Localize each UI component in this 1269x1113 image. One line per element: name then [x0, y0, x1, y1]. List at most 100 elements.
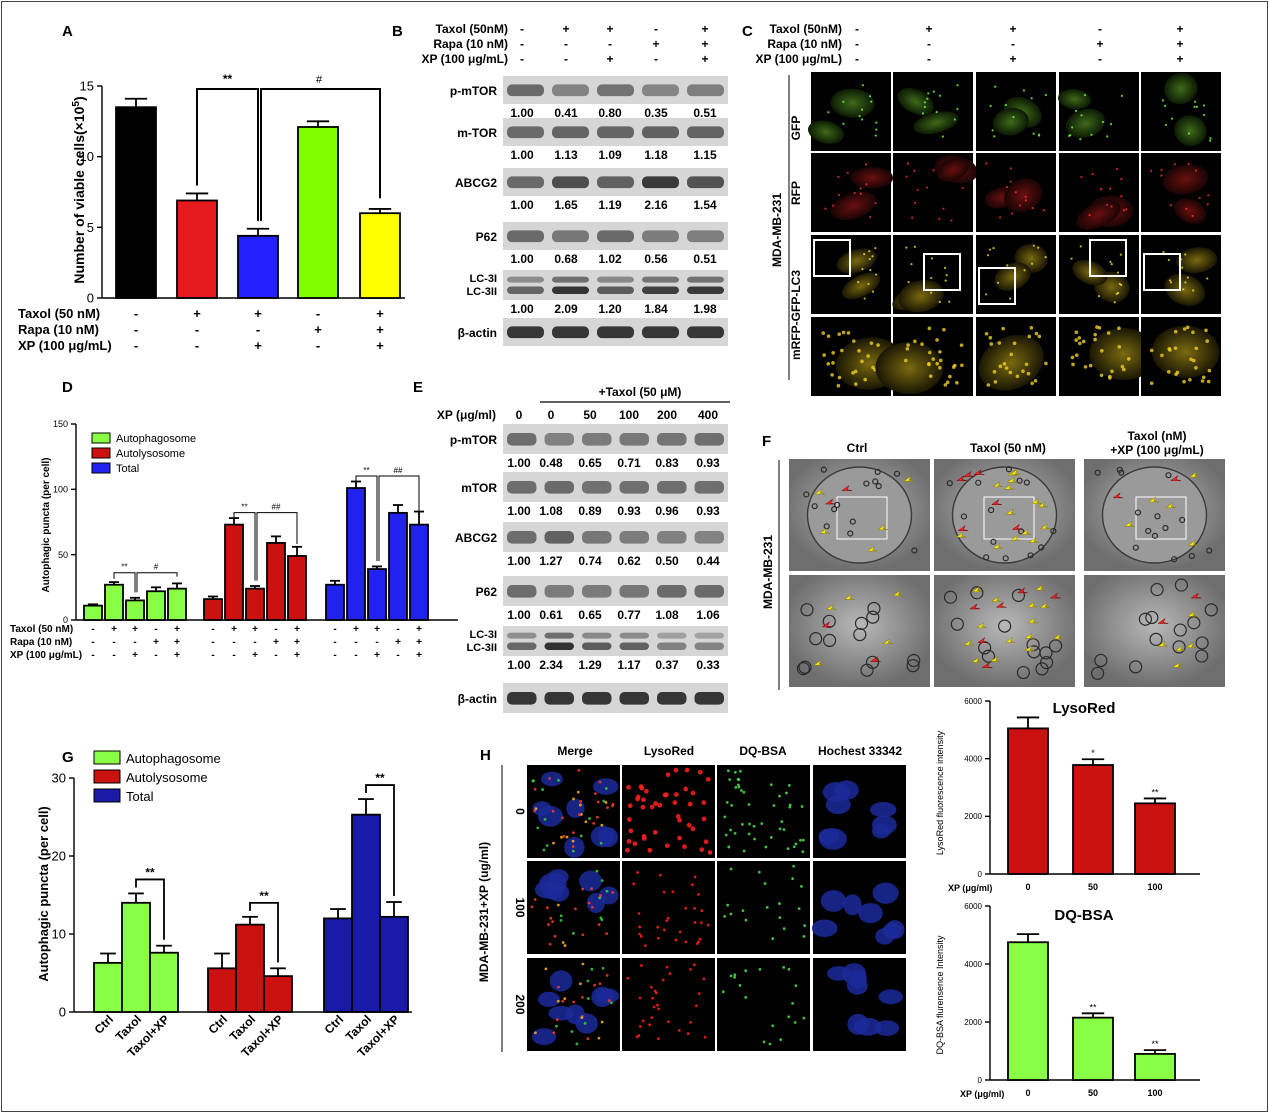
- panel-c-puncta: [1026, 371, 1031, 376]
- panel-g-sig-bracket: [135, 878, 165, 940]
- panel-h-puncta: [799, 838, 802, 842]
- panel-f-vesicle: [981, 649, 996, 663]
- panel-c-puncta: [921, 112, 925, 115]
- panel-f-arrow-red: [981, 662, 993, 668]
- panel-h-nucleus: [872, 815, 897, 835]
- panel-b-quant: 1.00: [510, 148, 534, 162]
- panel-h-puncta: [627, 803, 633, 809]
- panel-h-puncta: [779, 1038, 783, 1042]
- panel-h-puncta: [611, 890, 615, 894]
- panel-c-puncta: [1203, 113, 1206, 117]
- panel-h-puncta: [649, 985, 653, 989]
- panel-h-lysored-y-tick-label: 2000: [964, 812, 982, 821]
- panel-d-sign: +: [353, 624, 359, 635]
- panel-c-cell: [1057, 89, 1092, 110]
- panel-e-row-label: ABCG2: [455, 531, 497, 545]
- panel-c-puncta: [1070, 355, 1075, 360]
- panel-e-blot-1-band: [507, 481, 537, 494]
- panel-h-puncta: [778, 916, 782, 920]
- panel-f-col-xp: +XP (100 μg/mL): [1110, 443, 1204, 457]
- panel-c-puncta: [864, 163, 868, 166]
- panel-b-quant: 0.56: [644, 252, 668, 266]
- panel-f-arrow-yellow: [1039, 602, 1051, 609]
- panel-f-arrow-yellow: [1028, 537, 1039, 543]
- panel-e-blot-4-band: [507, 632, 537, 639]
- panel-g-sig-bracket: [249, 901, 279, 963]
- panel-d-legend-swatch: [91, 432, 111, 444]
- panel-b-sign: -: [608, 37, 612, 51]
- panel-a-sig-label: **: [223, 72, 233, 86]
- panel-h-puncta: [674, 938, 678, 942]
- panel-c-sign: -: [855, 22, 859, 36]
- panel-e-blot-4-band: [657, 632, 687, 639]
- panel-f-arrow-yellow: [1005, 509, 1017, 515]
- panel-e-quant: 0.33: [696, 658, 720, 672]
- panel-h-puncta: [742, 790, 746, 794]
- panel-b-blot-1-band: [507, 126, 544, 139]
- panel-d-sign: +: [252, 650, 258, 661]
- panel-h-puncta: [628, 828, 634, 834]
- panel-f-vesicle: [847, 530, 854, 537]
- panel-c-cell: [898, 279, 944, 313]
- panel-g-bar: [323, 917, 353, 1013]
- panel-h-puncta: [671, 890, 675, 894]
- panel-h-row-label: 200: [513, 994, 527, 1014]
- panel-g-sig-bracket: [365, 784, 395, 897]
- panel-c-puncta: [1078, 341, 1082, 346]
- panel-f-vesicle: [853, 627, 867, 642]
- panel-h-puncta: [638, 996, 642, 1000]
- panel-e-quant: 2.34: [539, 658, 563, 672]
- panel-c-puncta: [926, 97, 929, 100]
- panel-c-puncta: [950, 219, 953, 222]
- panel-b-quant: 0.51: [693, 252, 717, 266]
- panel-f-vesicle: [975, 479, 982, 486]
- panel-c-puncta: [1126, 357, 1131, 361]
- panel-h-lysored-ylabel: LysoRed fluorescence intensity: [935, 730, 945, 855]
- panel-c-puncta: [1023, 269, 1026, 272]
- panel-f-vesicle: [1091, 666, 1105, 680]
- panel-h-puncta: [572, 797, 575, 801]
- panel-c-cell: [1164, 72, 1198, 105]
- panel-b-sign: -: [520, 22, 524, 36]
- panel-c-puncta: [961, 186, 964, 190]
- panel-h-puncta: [729, 828, 732, 832]
- panel-h-puncta: [600, 823, 604, 827]
- panel-d-sign: -: [112, 637, 115, 648]
- panel-d-sig-label: **: [121, 563, 127, 572]
- panel-c-zoom-box: [813, 239, 851, 277]
- panel-c-puncta: [1182, 327, 1187, 331]
- panel-h-puncta: [571, 931, 575, 935]
- panel-h-puncta: [605, 889, 609, 893]
- panel-h-puncta: [632, 841, 638, 847]
- panel-f-vesicle: [1145, 527, 1152, 535]
- panel-h-puncta: [599, 894, 603, 897]
- panel-d-sign: +: [132, 624, 138, 635]
- panel-c-puncta: [1200, 379, 1205, 383]
- panel-h-puncta: [656, 1003, 659, 1007]
- panel-h-puncta: [580, 1016, 584, 1020]
- panel-f-vesicle: [1132, 544, 1139, 551]
- panel-h-column-label: LysoRed: [644, 744, 694, 758]
- panel-d-sign: +: [153, 637, 159, 648]
- panel-f-arrow-yellow: [1187, 540, 1199, 546]
- panel-d-sign: +: [111, 624, 117, 635]
- panel-c-puncta: [1042, 209, 1045, 212]
- panel-d-y-tick-label: 100: [53, 484, 68, 494]
- panel-h-puncta: [571, 849, 575, 853]
- panel-h-puncta: [729, 974, 733, 978]
- panel-c-puncta: [852, 339, 856, 343]
- panel-letter-g: G: [62, 749, 74, 766]
- panel-a-sign: -: [134, 306, 138, 321]
- panel-h-puncta: [643, 944, 647, 948]
- panel-e-blot-4-band: [507, 642, 537, 650]
- panel-h-nucleus: [870, 802, 897, 818]
- panel-e-blot-3-band: [582, 585, 612, 598]
- panel-c-puncta: [928, 374, 933, 378]
- panel-c-cell: [1066, 108, 1106, 138]
- panel-f-vesicle: [1027, 645, 1041, 659]
- panel-f-arrow-yellow: [1010, 534, 1021, 541]
- panel-c-puncta: [874, 202, 877, 205]
- panel-h-puncta: [721, 990, 725, 994]
- panel-h-puncta: [703, 839, 709, 845]
- panel-e-dose: 200: [657, 408, 677, 422]
